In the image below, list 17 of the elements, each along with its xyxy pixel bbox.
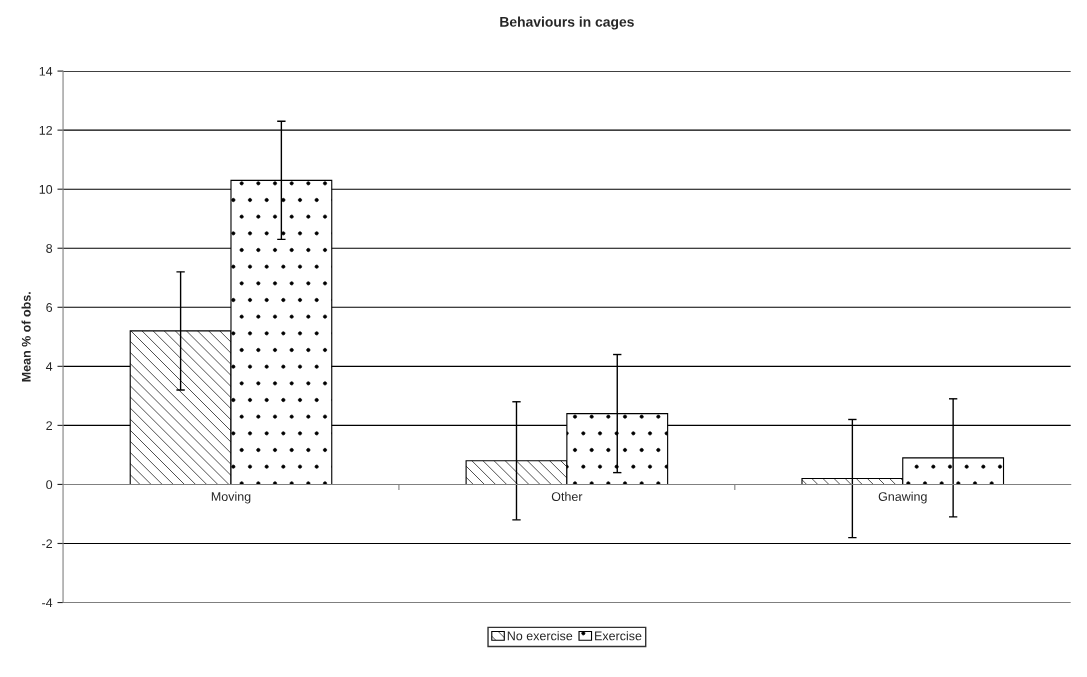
y-tick-label: 2 [46,421,52,430]
y-axis-title: Mean % of obs. [21,292,31,382]
y-tick-label: -4 [42,598,53,608]
chart-title: Behaviours in cages [500,16,634,30]
y-tick-label: 4 [45,362,53,371]
y-tick-label: 6 [46,303,53,312]
y-tick-label: 0 [46,480,53,490]
x-tick-label: Other [551,491,583,501]
y-tick-label: -2 [42,539,52,549]
x-tick-label: Moving [211,491,251,504]
y-tick-label: 10 [39,184,53,194]
legend-label: No exercise [507,631,573,641]
y-tick-label: 14 [39,67,53,76]
y-tick-label: 12 [39,125,52,135]
y-tick-label: 8 [46,244,53,253]
legend-label: Exercise [595,631,642,641]
x-tick-label: Gnawing [878,491,927,504]
